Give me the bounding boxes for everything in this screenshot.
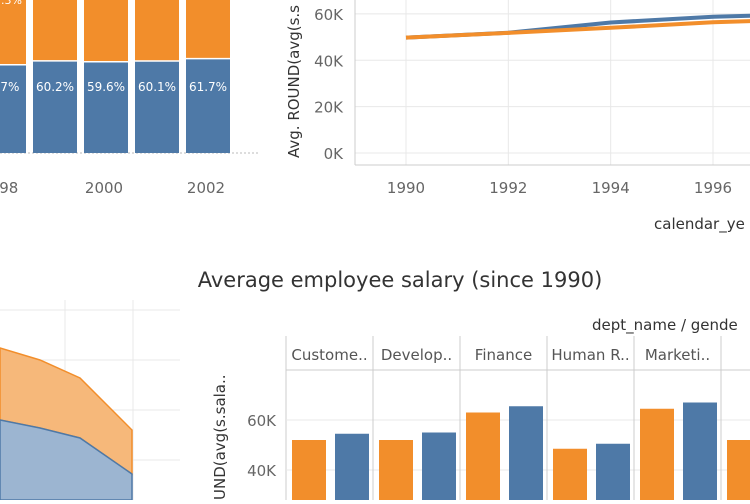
bar-segment-other: [135, 0, 179, 62]
x-tick-label: 998: [0, 179, 18, 197]
percent-bar-chart-svg: .7% 60.2% 59.6% 60.1% 61.7% 2.3% 998 2000 2002: [0, 0, 258, 197]
y-axis-title: Avg. ROUND(avg(s.s: [285, 5, 303, 158]
dashboard-title: Average employee salary (since 1990): [197, 268, 603, 292]
bar-segment-share: [84, 61, 128, 154]
bar-segment-share: [33, 60, 77, 154]
y-axis-title: UND(avg(s.sala..: [211, 374, 229, 500]
x-tick-label: 2000: [85, 179, 123, 197]
facet-bar: [422, 432, 456, 500]
y-tick-label: 40K: [247, 462, 277, 480]
facet-bar: [683, 402, 717, 500]
bar-data-label: 60.1%: [138, 80, 176, 94]
dept-gender-bar-chart-svg: 60K 40K UND(avg(s.sala.. Custome.. Develop..…: [211, 336, 750, 500]
x-tick-label: 1990: [387, 179, 425, 197]
line-series: [405, 19, 750, 40]
facet-bar: [509, 406, 543, 500]
y-tick-label: 0K: [324, 145, 345, 163]
bar-data-label: 61.7%: [189, 80, 227, 94]
bar-segment-share: [0, 64, 26, 153]
bar-data-label: 60.2%: [36, 80, 74, 94]
y-tick-label: 60K: [314, 6, 344, 24]
facet-bar: [335, 433, 369, 500]
facet-header-label: Finance: [475, 346, 532, 364]
stacked-area-chart: [0, 300, 190, 501]
bar-segment-other: [33, 0, 77, 61]
dept-gender-bar-chart: 60K 40K UND(avg(s.sala.. Custome.. Develop..…: [190, 336, 750, 500]
x-tick-label: 1996: [694, 179, 732, 197]
y-tick-label: 60K: [247, 412, 277, 430]
facet-bar: [292, 440, 326, 500]
facet-header-label: Develop..: [381, 346, 452, 364]
y-tick-label: 40K: [314, 52, 344, 70]
salary-line-chart: 0K 20K 40K 60K 1990 1992 1994 1996 calendar_ye Av…: [270, 0, 750, 240]
bar-segment-other: [0, 0, 26, 65]
x-tick-label: 1994: [592, 179, 630, 197]
facet-header-label: Human R..: [551, 346, 629, 364]
x-tick-label: 1992: [489, 179, 527, 197]
salary-line-chart-svg: 0K 20K 40K 60K 1990 1992 1994 1996 calendar_ye Av…: [285, 0, 750, 234]
facet-header-label: Marketi..: [645, 346, 710, 364]
bar-segment-share: [135, 61, 179, 154]
facet-bar: [553, 448, 587, 500]
y-tick-label: 20K: [314, 99, 344, 117]
stacked-area-chart-svg: [0, 300, 180, 501]
facet-bar: [596, 443, 630, 500]
x-tick-label: 2002: [187, 179, 225, 197]
bar-segment-share: [186, 58, 230, 153]
facet-header-label: Custome..: [291, 346, 367, 364]
bar-segment-other: [84, 0, 128, 62]
facet-bar: [727, 440, 750, 500]
bar-partial-label: 2.3%: [0, 0, 22, 7]
facet-bar: [466, 412, 500, 500]
facet-header-title: dept_name / gende: [592, 316, 738, 334]
bar-data-label: .7%: [0, 80, 19, 94]
percent-bar-chart: .7% 60.2% 59.6% 60.1% 61.7% 2.3% 998 2000 2002: [0, 0, 270, 210]
x-axis-title: calendar_ye: [654, 215, 745, 234]
bar-segment-other: [186, 0, 230, 59]
facet-bar: [379, 440, 413, 500]
bar-data-label: 59.6%: [87, 80, 125, 94]
facet-bar: [640, 408, 674, 500]
